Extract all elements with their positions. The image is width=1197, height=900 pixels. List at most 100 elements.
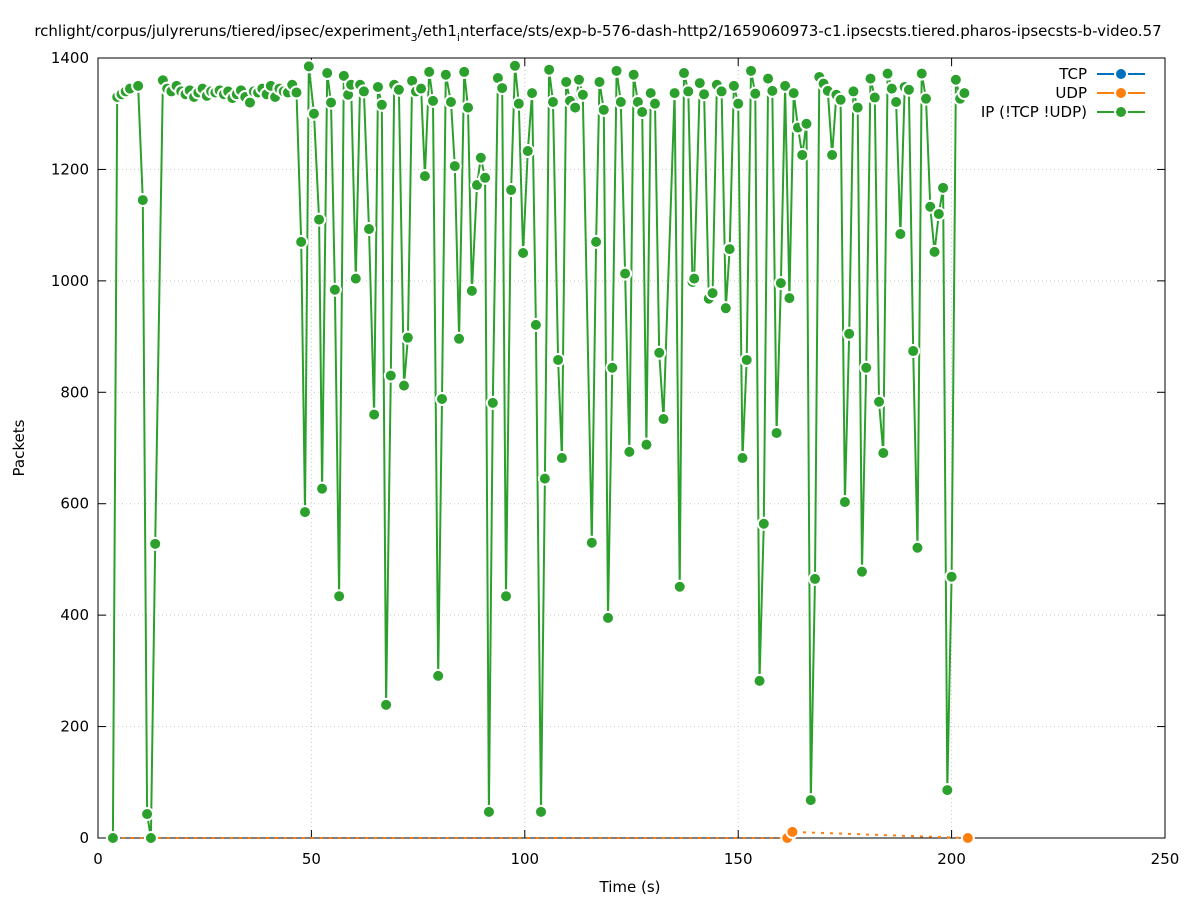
title-part: rchlight/corpus/julyreruns/tiered/ipsec/… [34, 22, 410, 40]
data-point [584, 535, 599, 550]
legend-marker [1114, 67, 1128, 81]
data-point [872, 394, 887, 409]
data-point [726, 78, 741, 93]
data-point [799, 116, 814, 131]
data-point [893, 227, 908, 242]
y-tick-label: 1000 [51, 272, 89, 290]
data-point [876, 446, 891, 461]
data-point [485, 395, 500, 410]
data-point [374, 97, 389, 112]
data-point [748, 86, 763, 101]
data-point [714, 84, 729, 99]
data-point [773, 276, 788, 291]
data-point [936, 180, 951, 195]
data-point [639, 437, 654, 452]
data-point [722, 242, 737, 257]
data-point [289, 85, 304, 100]
data-point [516, 246, 531, 260]
y-tick-label: 1200 [51, 160, 89, 178]
data-point [635, 105, 650, 120]
data-point [940, 783, 955, 798]
data-point [315, 481, 330, 496]
data-point [918, 91, 933, 106]
data-point [312, 212, 327, 227]
legend-label: TCP [1058, 65, 1087, 83]
data-point [752, 673, 767, 688]
data-point [473, 150, 488, 165]
data-point [786, 86, 801, 101]
data-point [131, 78, 146, 93]
title-part: nterface/sts/exp-b-576-dash-http2/165906… [460, 22, 1162, 40]
data-point [731, 96, 746, 111]
data-point [769, 425, 784, 440]
data-point [613, 95, 628, 110]
data-point [495, 81, 510, 96]
data-point [744, 63, 759, 78]
data-point [520, 144, 535, 159]
data-point [301, 59, 316, 74]
data-point [379, 697, 394, 712]
data-point [537, 471, 552, 486]
data-point [461, 100, 476, 115]
data-point [880, 66, 895, 81]
data-point [667, 86, 682, 101]
data-point [320, 66, 335, 81]
data-point [551, 352, 566, 367]
data-point [525, 86, 540, 101]
x-tick-label: 50 [302, 850, 321, 868]
series-line [111, 65, 966, 839]
data-point [297, 505, 312, 520]
data-point [618, 266, 633, 281]
data-point [443, 95, 458, 110]
data-point [294, 234, 309, 249]
data-point [854, 564, 869, 579]
data-point [846, 84, 861, 99]
data-point [948, 72, 963, 87]
data-point [572, 72, 587, 87]
x-tick-label: 250 [1151, 850, 1180, 868]
data-point [782, 291, 797, 306]
data-point [499, 589, 514, 604]
data-point [906, 344, 921, 359]
x-tick-label: 150 [724, 850, 753, 868]
data-point [944, 569, 959, 584]
data-point [601, 610, 616, 625]
legend-label: IP (!TCP !UDP) [981, 103, 1087, 121]
data-point [957, 86, 972, 101]
data-point [504, 183, 519, 198]
x-axis-label: Time (s) [599, 878, 661, 896]
y-axis-label: Packets [10, 419, 28, 476]
data-point [825, 147, 840, 162]
data-point [367, 407, 382, 422]
data-point [850, 100, 865, 115]
y-tick-label: 600 [60, 495, 89, 513]
title-part: /eth1 [418, 22, 457, 40]
series-line [112, 830, 968, 839]
data-point [478, 170, 493, 185]
data-point [596, 102, 611, 117]
data-point [143, 831, 158, 845]
data-point [417, 169, 432, 184]
data-point [362, 222, 377, 237]
data-point [327, 282, 342, 297]
data-point [511, 96, 526, 111]
data-point [884, 81, 899, 96]
data-point [837, 495, 852, 510]
data-point [803, 793, 818, 808]
data-point [356, 84, 371, 99]
data-point [609, 63, 624, 78]
data-point [507, 58, 522, 73]
data-point [687, 271, 702, 286]
data-point [842, 326, 857, 341]
data-point [140, 807, 155, 822]
data-point [867, 90, 882, 105]
data-point [652, 345, 667, 360]
data-point [575, 87, 590, 102]
data-point [426, 93, 441, 108]
data-point [447, 159, 462, 174]
data-point [931, 207, 946, 221]
y-tick-label: 800 [60, 383, 89, 401]
data-point [739, 352, 754, 367]
data-point [622, 444, 637, 459]
data-point [718, 301, 733, 316]
